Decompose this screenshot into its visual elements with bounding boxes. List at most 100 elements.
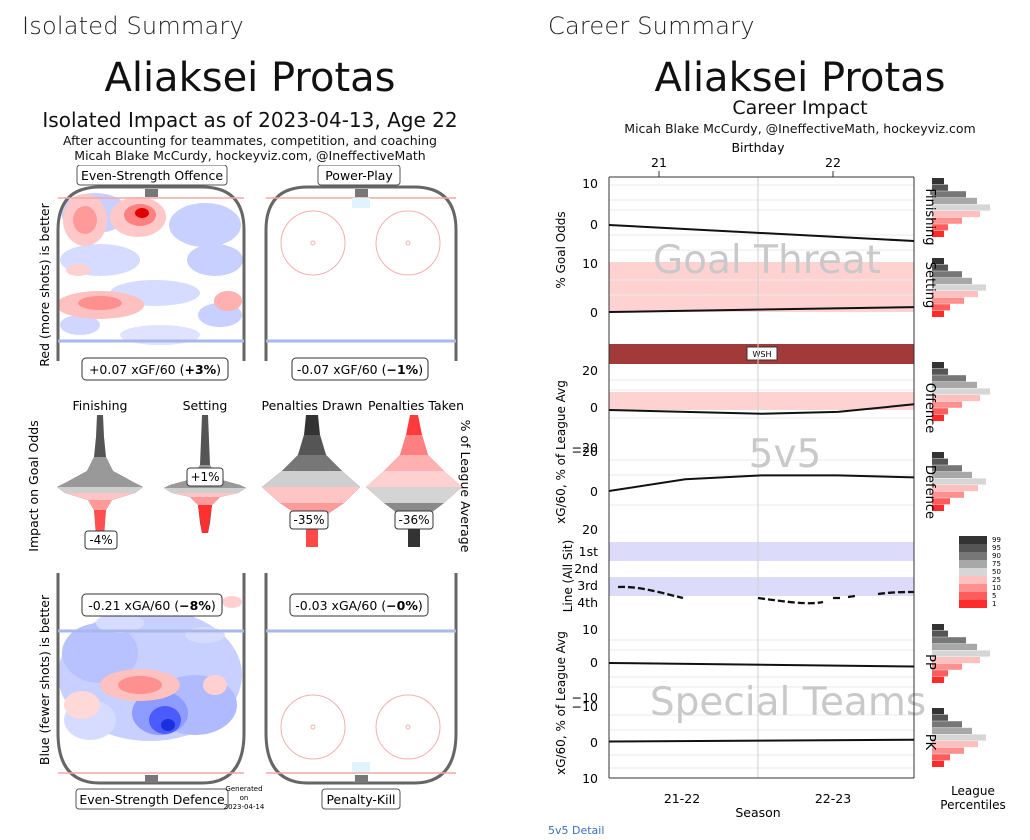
percentile-bar: [932, 498, 950, 505]
svg-text:20: 20: [582, 363, 598, 378]
career-impact-chart: Birthday 21 22 WSH Goal Threat 5v5 Speci…: [554, 140, 1006, 820]
percentile-bar: [932, 284, 986, 291]
birthday-axis-label: Birthday: [731, 140, 785, 155]
watermark-goal-threat: Goal Threat: [653, 238, 881, 283]
percentile-bar: [932, 395, 980, 402]
es-offence-value: +0.07 xGF/60 (+3%): [89, 362, 221, 377]
percentile-bar: [932, 362, 944, 369]
es-defence-rink: [56, 573, 246, 785]
legend-value: 90: [992, 552, 1001, 560]
percentile-bar: [932, 754, 950, 761]
legend-value: 1: [992, 600, 996, 608]
svg-text:0: 0: [590, 484, 598, 499]
percentile-bar: [932, 760, 944, 767]
percentile-bar: [932, 708, 944, 715]
percentile-bar: [932, 304, 950, 311]
percentile-bar: [932, 258, 944, 265]
legend-value: 75: [992, 560, 1001, 568]
ylabel-xg-5v5: xG/60, % of League Avg: [554, 380, 568, 524]
series-line-finishing: [608, 224, 915, 242]
violin-penalties-drawn: Penalties Drawn -35%: [262, 398, 363, 547]
left-tick-labels: 10 0 10 0 20 0 −20−20 0 20 10 0 −10−10 0 10: [572, 176, 598, 786]
legend-swatch: [959, 592, 987, 600]
legend-swatch: [959, 584, 987, 592]
svg-text:10: 10: [582, 176, 598, 191]
legend-swatch: [959, 544, 987, 552]
violin-finishing-label: Finishing: [73, 398, 128, 413]
legend-value: 25: [992, 576, 1001, 584]
side-label-defence: Defence: [922, 465, 937, 519]
power-play-label: Power-Play: [325, 168, 393, 183]
svg-text:10: 10: [582, 622, 598, 637]
season-axis-label: Season: [735, 805, 780, 820]
svg-text:0: 0: [590, 305, 598, 320]
generated-line-1: Generated: [225, 785, 262, 793]
percentile-bar: [932, 291, 978, 298]
isolated-note-2: Micah Blake McCurdy, hockeyviz.com, @Ine…: [74, 148, 426, 163]
career-summary-title: Career Summary: [548, 12, 755, 40]
legend-swatch: [959, 560, 987, 568]
percentile-bar: [932, 734, 986, 741]
legend-value: 95: [992, 544, 1001, 552]
5v5-detail-link[interactable]: 5v5 Detail: [548, 824, 605, 837]
penalty-kill-label: Penalty-Kill: [326, 792, 395, 807]
legend-title-1: League: [951, 784, 995, 798]
percentile-bar: [932, 504, 944, 511]
generated-line-3: 2023-04-14: [224, 803, 265, 811]
percentile-bar: [932, 643, 977, 650]
y-label-red-better: Red (more shots) is better: [37, 202, 52, 366]
svg-text:4th: 4th: [577, 595, 598, 610]
percentile-bar: [932, 264, 948, 271]
percentile-bar: [932, 388, 990, 395]
es-offence-label: Even-Strength Offence: [81, 168, 223, 183]
violin-drawn-label: Penalties Drawn: [262, 398, 363, 413]
svg-text:−10: −10: [572, 699, 598, 714]
percentile-bar: [932, 721, 962, 728]
birthday-tick-21: 21: [651, 155, 667, 170]
line-ticks: 1st 2nd 3rd 4th: [574, 544, 598, 610]
isolated-subtitle: Isolated Impact as of 2023-04-13, Age 22: [42, 108, 458, 132]
svg-text:0: 0: [590, 217, 598, 232]
percentile-bar: [932, 491, 964, 498]
isolated-player-name: Aliaksei Protas: [104, 55, 396, 101]
svg-text:20: 20: [582, 522, 598, 537]
svg-text:0: 0: [590, 655, 598, 670]
watermark-5v5: 5v5: [749, 432, 822, 477]
svg-text:−20: −20: [572, 440, 598, 455]
violin-penalties-taken: Penalties Taken -36%: [366, 398, 464, 547]
percentile-bar: [932, 381, 977, 388]
percentile-bar: [932, 204, 990, 211]
percentile-bar: [932, 191, 966, 198]
svg-text:3rd: 3rd: [577, 578, 598, 593]
percentile-bar: [932, 217, 962, 224]
ylabel-goal-odds: % Goal Odds: [554, 211, 568, 288]
legend-value: 99: [992, 536, 1001, 544]
penalty-kill-value: -0.03 xGA/60 (−0%): [295, 598, 423, 613]
percentile-bar: [932, 375, 966, 382]
percentile-bar: [932, 650, 990, 657]
es-defence-label: Even-Strength Defence: [79, 792, 225, 807]
percentile-bar: [932, 727, 972, 734]
y-label-league-avg: % of League Average: [458, 420, 473, 553]
line-deployment: [617, 585, 915, 605]
career-credit: Micah Blake McCurdy, @IneffectiveMath, h…: [624, 121, 976, 136]
percentile-bar: [932, 714, 948, 721]
svg-text:−10: −10: [572, 690, 598, 705]
violin-setting-value: +1%: [190, 470, 219, 484]
series-line-pk: [608, 738, 915, 743]
percentile-bar: [932, 624, 944, 631]
percentile-bar: [932, 414, 944, 421]
generated-line-2: on: [240, 794, 249, 802]
svg-text:−20: −20: [572, 444, 598, 459]
percentile-bar: [932, 211, 980, 218]
percentile-bar: [932, 408, 948, 415]
percentile-bar: [932, 657, 980, 664]
violin-setting: Setting +1%: [164, 398, 246, 533]
birthday-tick-22: 22: [825, 155, 841, 170]
violin-setting-label: Setting: [183, 398, 228, 413]
svg-text:1st: 1st: [579, 544, 598, 559]
season-tick-22-23: 22-23: [815, 791, 851, 806]
percentile-bar: [932, 224, 948, 231]
legend-swatch: [959, 576, 987, 584]
career-subtitle: Career Impact: [732, 97, 868, 119]
